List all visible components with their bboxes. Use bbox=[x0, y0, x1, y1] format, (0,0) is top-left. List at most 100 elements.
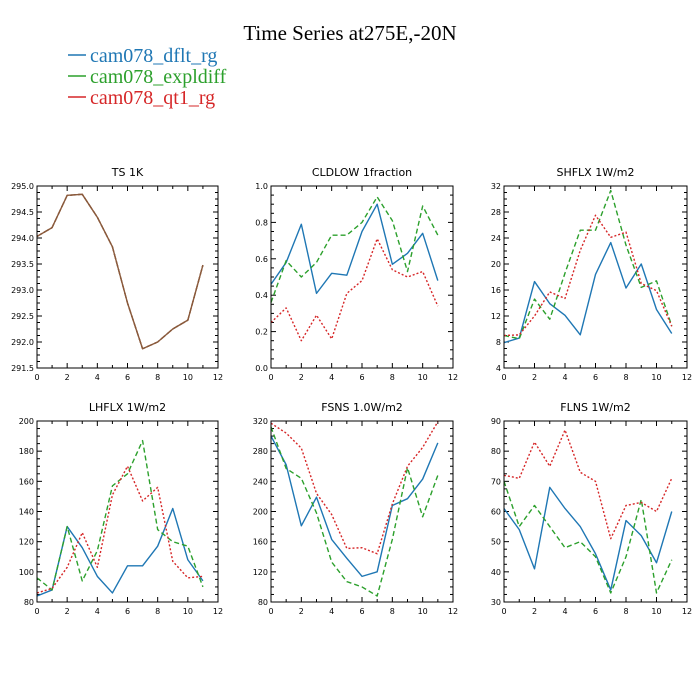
y-tick-label: 294.5 bbox=[11, 208, 34, 217]
series-group-flns bbox=[503, 429, 673, 594]
y-tick-label: 0.2 bbox=[255, 328, 268, 337]
chart-panels: TS 1K0 2 4 6 8 10 12291.5292.0292.5293.0293.52… bbox=[11, 166, 692, 616]
y-tick-label: 100 bbox=[19, 568, 34, 577]
x-tick-label: 8 bbox=[390, 607, 395, 616]
x-tick-label: 2 bbox=[65, 373, 70, 382]
plot-frame-ts bbox=[36, 185, 219, 369]
x-tick-label: 12 bbox=[448, 373, 458, 382]
y-tick-label: 120 bbox=[19, 538, 34, 547]
panel-flns: FLNS 1W/m2 0 2 4 6 8 10 12 30 40 50 60 70 80 90 bbox=[491, 401, 692, 616]
x-axis-cldlow: 0 2 4 6 8 10 12 bbox=[268, 186, 458, 382]
figure-title: Time Series at275E,-20N bbox=[243, 21, 456, 45]
y-tick-label: 80 bbox=[24, 598, 34, 607]
series-line-shflx-cam078_expldiff bbox=[503, 189, 673, 340]
panel-ts: TS 1K0 2 4 6 8 10 12291.5292.0292.5293.0293.52… bbox=[11, 166, 223, 382]
y-tick-label: 24 bbox=[491, 234, 501, 243]
x-tick-label: 4 bbox=[562, 607, 567, 616]
y-axis-cldlow: 0.0 0.2 0.4 0.6 0.8 1.0 bbox=[255, 182, 453, 373]
series-line-fsns-cam078_dflt_rg bbox=[270, 435, 439, 578]
x-tick-label: 0 bbox=[501, 607, 506, 616]
y-tick-label: 80 bbox=[258, 598, 268, 607]
x-tick-label: 4 bbox=[95, 607, 100, 616]
y-tick-label: 293.5 bbox=[11, 260, 34, 269]
y-axis-ts: 291.5 292.0 292.5 293.0 293.5 294.0 294.5 295.0 bbox=[11, 182, 218, 373]
y-axis-lhflx: 80 100 120 140 160 180 200 bbox=[19, 417, 218, 607]
x-tick-label: 10 bbox=[183, 607, 193, 616]
x-tick-label: 4 bbox=[562, 373, 567, 382]
panel-title-ts: TS 1K bbox=[111, 166, 144, 179]
x-axis-lhflx: 0 2 4 6 8 10 12 bbox=[34, 421, 223, 616]
x-tick-label: 10 bbox=[651, 607, 661, 616]
series-group-ts bbox=[36, 193, 204, 350]
x-tick-label: 0 bbox=[34, 607, 39, 616]
x-axis-flns: 0 2 4 6 8 10 12 bbox=[501, 421, 692, 616]
y-tick-label: 292.5 bbox=[11, 312, 34, 321]
series-line-lhflx-cam078_dflt_rg bbox=[36, 507, 204, 597]
x-tick-label: 2 bbox=[532, 607, 537, 616]
series-line-flns-cam078_qt1_rg bbox=[503, 429, 673, 540]
x-axis-ts: 0 2 4 6 8 10 12 bbox=[34, 186, 223, 382]
y-tick-label: 320 bbox=[253, 417, 268, 426]
panel-title-shflx: SHFLX 1W/m2 bbox=[556, 166, 634, 179]
series-line-ts-cam078_qt1_rg bbox=[36, 193, 204, 350]
panel-lhflx: LHFLX 1W/m2 0 2 4 6 8 10 12 80 100 120 140 160 180 200 bbox=[19, 401, 223, 616]
x-tick-label: 10 bbox=[418, 373, 428, 382]
x-tick-label: 8 bbox=[155, 373, 160, 382]
x-tick-label: 8 bbox=[623, 373, 628, 382]
x-tick-label: 0 bbox=[268, 373, 273, 382]
x-tick-label: 8 bbox=[623, 607, 628, 616]
plot-frame-flns bbox=[503, 420, 688, 603]
y-tick-label: 120 bbox=[253, 568, 268, 577]
series-line-shflx-cam078_qt1_rg bbox=[503, 214, 673, 337]
plot-frame-fsns bbox=[270, 420, 454, 603]
x-tick-label: 4 bbox=[329, 373, 334, 382]
panel-fsns: FSNS 1.0W/m2 0 2 4 6 8 10 12 80 120 160 200 240 280 32… bbox=[253, 401, 458, 616]
legend-label-qt1: cam078_qt1_rg bbox=[90, 87, 215, 109]
y-axis-flns: 30 40 50 60 70 80 90 bbox=[491, 417, 687, 607]
y-tick-label: 32 bbox=[491, 182, 501, 191]
y-tick-label: 20 bbox=[491, 260, 501, 269]
y-tick-label: 0.4 bbox=[255, 291, 268, 300]
y-tick-label: 294.0 bbox=[11, 234, 34, 243]
y-tick-label: 295.0 bbox=[11, 182, 34, 191]
y-tick-label: 30 bbox=[491, 598, 501, 607]
x-tick-label: 2 bbox=[532, 373, 537, 382]
x-tick-label: 4 bbox=[95, 373, 100, 382]
y-tick-label: 70 bbox=[491, 477, 501, 486]
y-tick-label: 40 bbox=[491, 568, 501, 577]
plot-frame-shflx bbox=[503, 185, 688, 369]
y-axis-fsns: 80 120 160 200 240 280 320 bbox=[253, 417, 453, 607]
x-tick-label: 2 bbox=[299, 607, 304, 616]
x-tick-label: 12 bbox=[682, 607, 692, 616]
series-line-shflx-cam078_dflt_rg bbox=[503, 241, 673, 344]
y-tick-label: 12 bbox=[491, 312, 501, 321]
legend-label-dflt: cam078_dflt_rg bbox=[90, 45, 217, 67]
series-line-cldlow-cam078_dflt_rg bbox=[270, 203, 439, 295]
panel-title-lhflx: LHFLX 1W/m2 bbox=[89, 401, 166, 414]
x-tick-label: 4 bbox=[329, 607, 334, 616]
x-tick-label: 8 bbox=[390, 373, 395, 382]
y-tick-label: 0.8 bbox=[255, 218, 268, 227]
x-tick-label: 0 bbox=[501, 373, 506, 382]
y-axis-shflx: 4 8 12 16 20 24 28 32 bbox=[491, 182, 687, 373]
plot-frame-lhflx bbox=[36, 420, 219, 603]
series-line-fsns-cam078_qt1_rg bbox=[270, 421, 439, 555]
y-tick-label: 200 bbox=[19, 417, 34, 426]
x-tick-label: 10 bbox=[651, 373, 661, 382]
x-tick-label: 10 bbox=[418, 607, 428, 616]
y-tick-label: 140 bbox=[19, 508, 34, 517]
x-tick-label: 12 bbox=[448, 607, 458, 616]
y-tick-label: 200 bbox=[253, 508, 268, 517]
y-tick-label: 90 bbox=[491, 417, 501, 426]
series-group-lhflx bbox=[36, 439, 204, 597]
series-line-flns-cam078_expldiff bbox=[503, 481, 673, 594]
series-line-cldlow-cam078_qt1_rg bbox=[270, 238, 439, 342]
series-group-shflx bbox=[503, 189, 673, 344]
x-axis-fsns: 0 2 4 6 8 10 12 bbox=[268, 421, 458, 616]
panel-title-fsns: FSNS 1.0W/m2 bbox=[321, 401, 403, 414]
y-tick-label: 60 bbox=[491, 508, 501, 517]
y-tick-label: 4 bbox=[496, 364, 501, 373]
x-tick-label: 6 bbox=[125, 607, 130, 616]
